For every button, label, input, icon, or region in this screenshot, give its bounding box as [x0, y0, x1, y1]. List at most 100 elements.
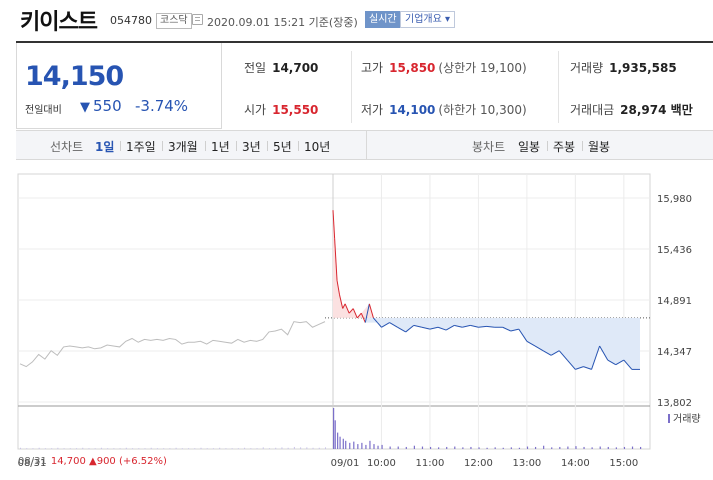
price-change: 550	[93, 97, 122, 115]
today-price-segment	[397, 326, 406, 333]
stat-prev-close: 전일 14,700	[244, 59, 318, 76]
today-price-segment	[470, 324, 479, 328]
volume-bar-today	[369, 440, 371, 449]
today-price-segment	[502, 326, 511, 332]
volume-bar-prev-day	[181, 448, 183, 449]
separator	[582, 141, 583, 151]
volume-bar-prev-day	[300, 447, 302, 449]
volume-bar-today	[470, 446, 472, 449]
period-tab-1w[interactable]: 1주일	[126, 140, 156, 154]
volume-bar-prev-day	[212, 448, 214, 449]
volume-bar-today	[421, 446, 424, 449]
period-tab-10y[interactable]: 10년	[304, 140, 331, 154]
period-tab-1y[interactable]: 1년	[211, 140, 230, 154]
volume-bar-prev-day	[206, 448, 208, 449]
volume-bar-today	[599, 446, 601, 449]
today-price-segment	[338, 294, 344, 309]
volume-bar-prev-day	[44, 448, 46, 449]
price-chart[interactable]: 15,980 15,436 14,891 14,347 13,802 08/31 09/01…	[0, 162, 713, 480]
volume-bar-today	[446, 446, 448, 449]
volume-bar-today	[567, 446, 569, 449]
period-tab-3y[interactable]: 3년	[242, 140, 261, 154]
volume-bar-today	[373, 444, 375, 449]
volume-bar-prev-day	[20, 447, 21, 449]
volume-bar-today	[413, 445, 415, 449]
volume-bar-prev-day	[88, 448, 90, 449]
volume-bar-today	[333, 408, 335, 449]
volume-bar-prev-day	[138, 448, 140, 449]
period-tab-5y[interactable]: 5년	[273, 140, 292, 154]
period-tab-1d[interactable]: 1일	[95, 140, 115, 154]
today-price-segment	[510, 328, 519, 332]
x-tick-label: 15:00	[609, 458, 638, 469]
calendar-icon	[192, 14, 203, 25]
volume-bar-prev-day	[293, 446, 295, 449]
today-price-segment	[486, 325, 495, 328]
stat-value: 14,100	[389, 103, 436, 117]
footer-date: 08/31	[18, 456, 47, 467]
down-area-fill	[365, 317, 640, 370]
volume-bar-prev-day	[69, 448, 71, 449]
volume-bar-today	[377, 445, 379, 449]
current-price-box: 14,150 전일대비 ▼ 550 -3.74%	[16, 43, 222, 129]
volume-bar-today	[353, 441, 355, 449]
volume-bar-prev-day	[200, 447, 202, 449]
candle-tab-daily[interactable]: 일봉	[518, 140, 541, 154]
x-tick-label: 08/31	[18, 458, 47, 469]
volume-bar-today	[510, 447, 512, 449]
volume-bar-today	[389, 446, 391, 449]
candle-tab-monthly[interactable]: 월봉	[588, 140, 611, 154]
stat-trade-value: 거래대금 28,974 백만	[570, 101, 693, 118]
today-price-segment	[344, 303, 350, 314]
today-price-segment	[526, 340, 536, 347]
stat-value: 15,850	[389, 61, 436, 75]
volume-bar-prev-day	[306, 447, 308, 449]
today-price-segment	[591, 345, 601, 370]
volume-bar-today	[559, 446, 561, 449]
today-price-segment	[550, 350, 560, 356]
today-price-segment	[615, 359, 625, 366]
footer-price: 14,700	[50, 456, 86, 467]
upper-limit: (상한가 19,100)	[438, 61, 527, 75]
volume-bar-prev-day	[268, 448, 270, 449]
company-overview-dropdown[interactable]: 기업개요 ▾	[400, 11, 455, 28]
volume-bar-today	[342, 438, 344, 449]
volume-bar-prev-day	[125, 447, 127, 449]
chart-toolbar: 선차트 1일 1주일 3개월 1년 3년 5년 10년 봉차트 일봉 주봉 월봉	[16, 130, 713, 160]
today-price-segment	[445, 324, 455, 331]
title-row: 키이스트 054780 코스닥 2020.09.01 15:21 기준(장중) …	[0, 0, 713, 38]
today-price-segment	[356, 312, 362, 319]
today-price-segment	[377, 322, 382, 328]
candle-chart-label: 봉차트	[472, 140, 506, 154]
volume-legend-swatch	[668, 414, 670, 423]
separator	[120, 141, 121, 151]
today-price-segment	[599, 345, 609, 361]
volume-bar-today	[397, 446, 399, 449]
volume-bar-today	[551, 447, 553, 449]
stat-volume: 거래량 1,935,585	[570, 59, 677, 76]
today-price-segment	[583, 366, 592, 370]
today-price-segment	[558, 350, 568, 361]
volume-bar-today	[615, 447, 617, 449]
period-tab-3m[interactable]: 3개월	[168, 140, 198, 154]
volume-bar-today	[631, 446, 634, 449]
volume-bar-prev-day	[244, 447, 246, 449]
market-badge: 코스닥	[156, 13, 192, 29]
volume-bar-today	[349, 442, 351, 449]
today-price-segment	[389, 322, 398, 328]
volume-bar-prev-day	[163, 448, 165, 449]
stat-high: 고가 15,850 (상한가 19,100)	[361, 59, 527, 76]
realtime-button[interactable]: 실시간	[365, 11, 401, 28]
price-summary: 14,150 전일대비 ▼ 550 -3.74% 전일 14,700 시가 15,5…	[16, 41, 713, 129]
volume-bar-today	[339, 436, 341, 449]
candle-tab-weekly[interactable]: 주봉	[553, 140, 576, 154]
volume-bar-today	[518, 447, 521, 449]
stat-value: 14,700	[272, 61, 319, 75]
lower-limit: (하한가 10,300)	[438, 103, 527, 117]
volume-bar-prev-day	[38, 447, 40, 449]
today-price-segment	[421, 326, 431, 330]
today-price-segment	[542, 350, 552, 356]
volume-bar-prev-day	[231, 448, 233, 449]
volume-legend: 거래량	[668, 410, 701, 425]
today-price-segment	[334, 238, 338, 281]
